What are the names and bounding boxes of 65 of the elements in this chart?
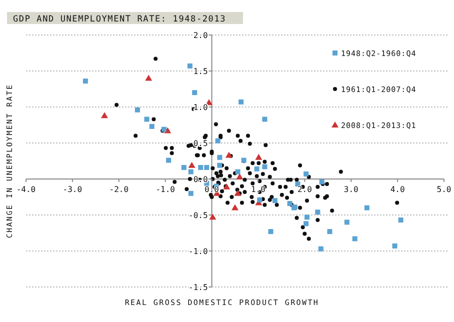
point: [82, 78, 88, 84]
point: [295, 182, 300, 187]
x-tick-label: 2.0: [297, 185, 312, 194]
point: [344, 220, 350, 225]
point: [149, 124, 154, 129]
x-tick-label: 4.0: [390, 185, 405, 194]
point: [238, 99, 244, 104]
y-tick-label: -1.0: [188, 247, 208, 256]
point: [188, 162, 196, 168]
point: [319, 179, 324, 184]
point: [204, 164, 210, 170]
point: [188, 169, 194, 174]
point: [398, 218, 404, 223]
x-tick-label: -4.0: [16, 185, 36, 194]
point: [287, 200, 292, 206]
point: [392, 243, 398, 248]
point: [268, 229, 274, 234]
point: [262, 164, 268, 170]
x-tick-label: -2.0: [109, 185, 129, 194]
point: [318, 246, 324, 252]
point: [327, 229, 332, 234]
x-tick-label: -3.0: [62, 185, 82, 194]
point: [225, 152, 232, 158]
point: [181, 164, 186, 170]
point: [198, 164, 204, 170]
x-tick-label: -1.0: [156, 185, 176, 194]
y-tick-label: -1.5: [188, 283, 208, 292]
point: [223, 183, 230, 190]
point: [192, 90, 198, 96]
point: [234, 190, 242, 196]
point: [166, 158, 172, 163]
point: [364, 205, 370, 210]
point: [134, 107, 140, 112]
point: [235, 169, 240, 174]
point: [100, 112, 108, 118]
point: [304, 171, 309, 176]
point: [304, 221, 309, 226]
point: [352, 236, 358, 242]
x-tick-label: 1.0: [250, 185, 266, 194]
point: [315, 210, 320, 215]
point: [272, 198, 278, 204]
point: [255, 154, 262, 160]
y-tick-label: 1.0: [193, 103, 208, 112]
y-tick-label: -0.5: [188, 211, 208, 220]
point: [217, 154, 222, 160]
point: [215, 138, 220, 144]
point: [257, 197, 262, 202]
point: [217, 162, 222, 168]
y-tick-label: 0.0: [193, 175, 208, 184]
point: [236, 173, 244, 180]
y-tick-label: 2.0: [193, 31, 208, 40]
x-tick-label: 0.0: [204, 185, 220, 194]
chart-title: GDP AND UNEMPLOYMENT RATE: 1948-2013: [13, 14, 226, 24]
point: [188, 190, 194, 196]
y-tick-label: 1.5: [193, 67, 208, 76]
point: [209, 214, 216, 220]
point: [144, 116, 150, 122]
point: [187, 63, 192, 68]
x-tick-label: 5.0: [436, 185, 452, 194]
point: [254, 166, 260, 172]
x-tick-label: 3.0: [344, 185, 359, 194]
point: [145, 74, 152, 81]
point: [232, 204, 238, 210]
point: [262, 116, 268, 122]
point: [304, 214, 310, 220]
